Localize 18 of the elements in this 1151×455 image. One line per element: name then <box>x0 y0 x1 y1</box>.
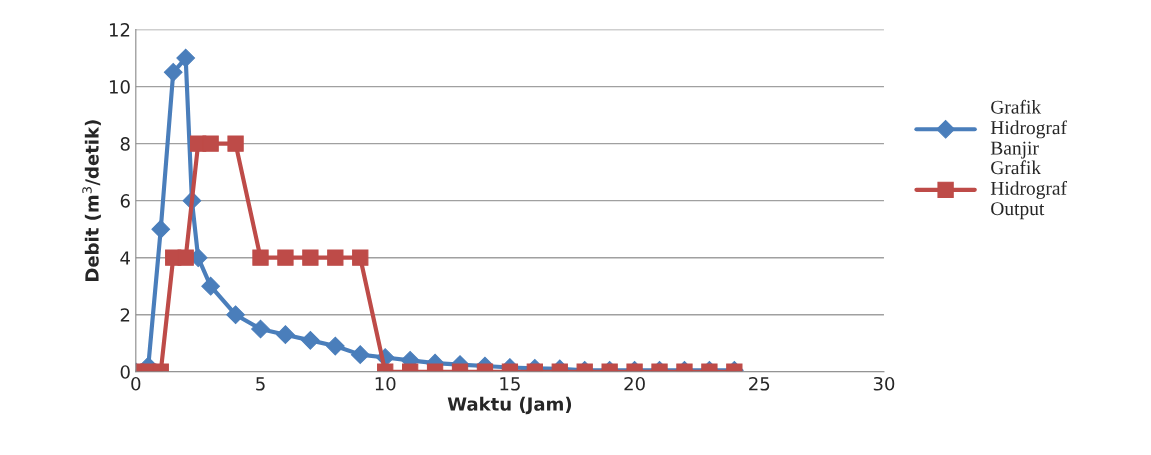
y-axis-title: Debit (m$^{3}$/detik) <box>82 120 101 281</box>
y-tick-label: 8 <box>120 137 130 151</box>
legend-label: Grafik Hidrograf Banjir <box>990 99 1067 159</box>
x-tick-label: 15 <box>500 377 520 391</box>
x-axis-title: Waktu (Jam) <box>447 396 572 415</box>
x-tick-label: 0 <box>131 376 141 391</box>
y-tick-label: 4 <box>120 251 130 265</box>
y-tick-label: 2 <box>120 308 130 322</box>
x-tick-label: 25 <box>749 376 770 391</box>
y-tick-label: 12 <box>109 23 130 37</box>
y-tick-label: 10 <box>109 80 130 94</box>
x-tick-label: 30 <box>873 376 895 391</box>
x-tick-label: 5 <box>256 377 265 391</box>
y-tick-label: 6 <box>120 194 130 208</box>
y-tick-label: 0 <box>120 365 130 379</box>
x-tick-label: 20 <box>624 376 645 391</box>
legend-label: Grafik Hidrograf Output <box>990 160 1067 220</box>
x-tick-label: 10 <box>375 376 396 391</box>
